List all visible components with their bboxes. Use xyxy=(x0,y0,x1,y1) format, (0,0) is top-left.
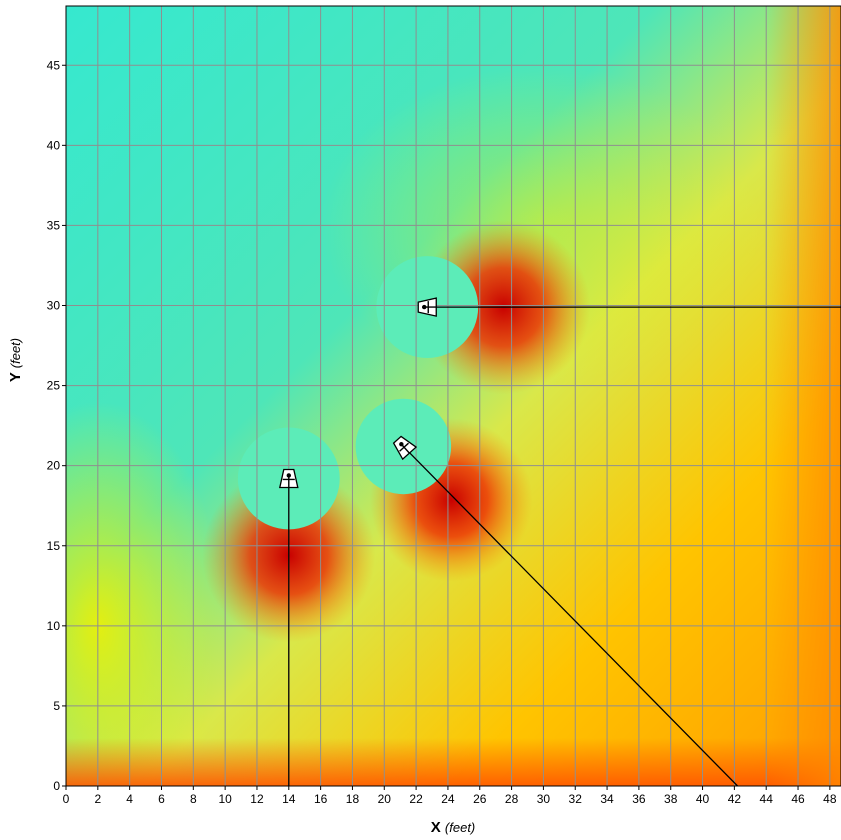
y-tick-label: 45 xyxy=(47,58,61,72)
x-tick-label: 42 xyxy=(728,792,742,806)
source-marker-source-1 xyxy=(278,468,299,489)
x-tick-label: 10 xyxy=(218,792,232,806)
x-axis-title: X (feet) xyxy=(431,819,476,836)
y-tick-label: 15 xyxy=(47,539,61,553)
source-markers xyxy=(278,297,437,489)
x-tick-label: 6 xyxy=(158,792,165,806)
y-tick-label: 35 xyxy=(47,218,61,232)
x-tick-label: 12 xyxy=(250,792,264,806)
x-tick-label: 24 xyxy=(441,792,455,806)
x-tick-label: 2 xyxy=(94,792,101,806)
x-tick-label: 18 xyxy=(346,792,360,806)
y-tick-label: 10 xyxy=(47,619,61,633)
x-tick-label: 0 xyxy=(63,792,70,806)
x-tick-label: 16 xyxy=(314,792,328,806)
x-tick-label: 48 xyxy=(823,792,837,806)
ray-source-2 xyxy=(402,445,739,786)
x-tick-label: 46 xyxy=(791,792,805,806)
plot-area xyxy=(66,6,841,786)
field-tint xyxy=(66,401,226,786)
y-tick-label: 40 xyxy=(47,138,61,152)
x-tick-label: 44 xyxy=(760,792,774,806)
x-tick-label: 22 xyxy=(409,792,423,806)
x-tick-label: 28 xyxy=(505,792,519,806)
x-tick-label: 40 xyxy=(696,792,710,806)
x-tick-label: 38 xyxy=(664,792,678,806)
y-axis-ticks: 0 5 10 15 20 25 30 35 40 45 xyxy=(47,58,66,793)
y-tick-label: 5 xyxy=(53,699,60,713)
y-tick-label: 0 xyxy=(53,779,60,793)
x-tick-label: 34 xyxy=(600,792,614,806)
y-tick-label: 30 xyxy=(47,299,61,313)
x-axis-ticks: 0 2 4 6 8 10 12 14 16 18 20 22 24 26 28 30 32 34 36 38 40 42 4… xyxy=(63,786,837,806)
source-rays xyxy=(288,306,841,786)
x-tick-label: 8 xyxy=(190,792,197,806)
x-tick-label: 26 xyxy=(473,792,487,806)
grid-lines xyxy=(66,6,841,786)
y-tick-label: 25 xyxy=(47,379,61,393)
x-tick-label: 14 xyxy=(282,792,296,806)
field-tint xyxy=(66,737,841,786)
y-tick-label: 20 xyxy=(47,459,61,473)
source-marker-source-2 xyxy=(392,435,418,461)
x-tick-label: 30 xyxy=(537,792,551,806)
x-tick-label: 4 xyxy=(126,792,133,806)
plot-frame xyxy=(65,5,841,787)
x-tick-label: 36 xyxy=(632,792,646,806)
x-tick-label: 20 xyxy=(378,792,392,806)
x-tick-label: 32 xyxy=(569,792,583,806)
source-marker-source-3 xyxy=(417,297,437,317)
field-tint xyxy=(766,6,841,786)
y-axis-title: Y (feet) xyxy=(7,338,24,382)
